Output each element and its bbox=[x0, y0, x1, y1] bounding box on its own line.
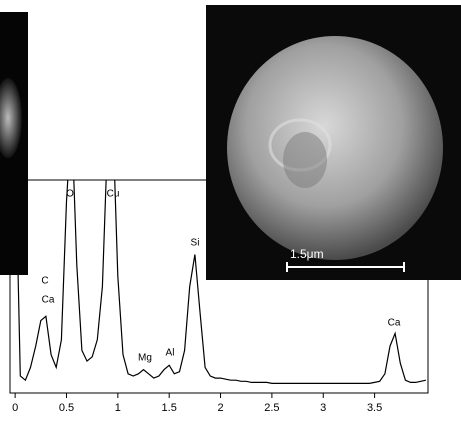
x-tick-label: 1 bbox=[115, 402, 121, 414]
sem-particle bbox=[227, 36, 443, 260]
peak-label: Ca bbox=[388, 318, 401, 329]
x-tick-label: 0.5 bbox=[59, 402, 74, 414]
peak-label: Mg bbox=[138, 353, 152, 364]
peak-label: O bbox=[66, 189, 74, 200]
peak-label: Cu bbox=[107, 189, 120, 200]
peak-label: Ca bbox=[42, 295, 55, 306]
x-tick-label: 0 bbox=[12, 402, 18, 414]
spectrum-line bbox=[15, 180, 427, 384]
x-tick-label: 2 bbox=[217, 402, 223, 414]
peak-label: C bbox=[41, 276, 48, 287]
scale-bar-label: 1.5μm bbox=[290, 247, 324, 261]
x-tick-label: 3.5 bbox=[367, 402, 382, 414]
peak-label: Al bbox=[166, 348, 175, 359]
sem-feature bbox=[283, 132, 327, 188]
sem-particle-left bbox=[0, 78, 22, 158]
x-tick-label: 1.5 bbox=[162, 402, 177, 414]
x-tick-label: 2.5 bbox=[264, 402, 279, 414]
x-tick-label: 3 bbox=[320, 402, 326, 414]
peak-label: Si bbox=[191, 238, 200, 249]
